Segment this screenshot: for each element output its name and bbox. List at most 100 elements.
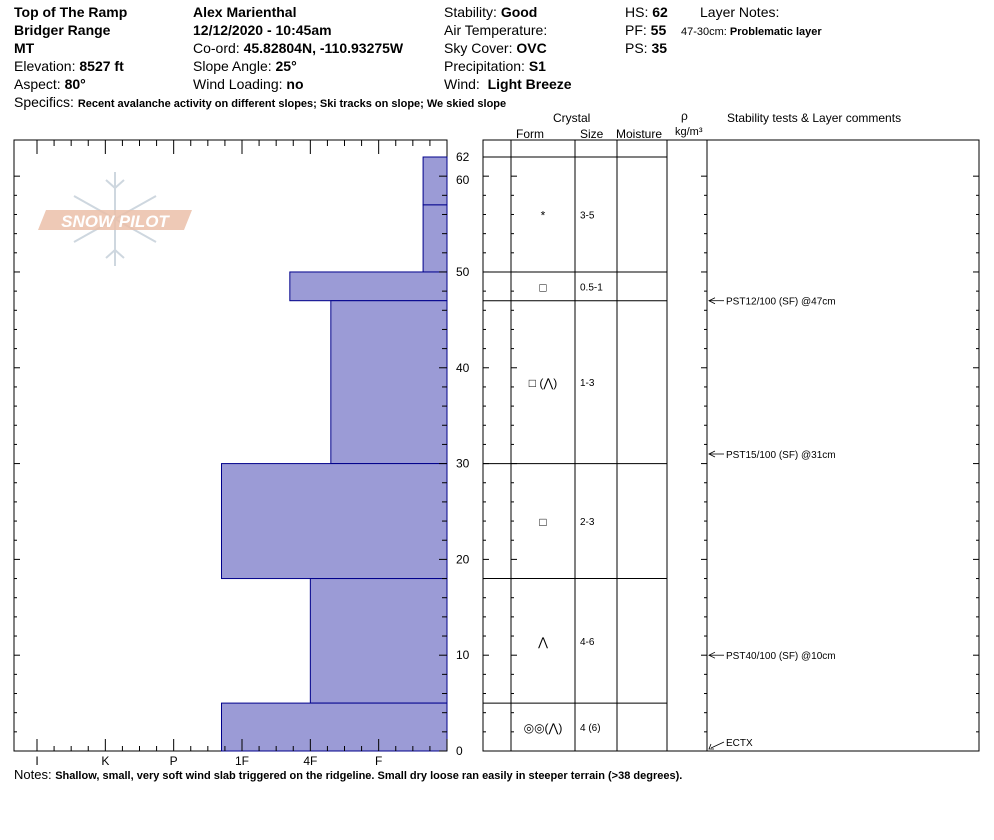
grain-size: 1-3 bbox=[580, 378, 595, 389]
slope-label: Slope Angle: bbox=[193, 58, 272, 74]
moisture-header: Moisture bbox=[616, 127, 663, 141]
sky-row: Sky Cover: OVC bbox=[444, 40, 547, 56]
depth-tick-label: 50 bbox=[456, 265, 470, 279]
grain-form-symbol: ⋀ bbox=[537, 635, 548, 649]
hardness-tick-label: F bbox=[375, 754, 382, 768]
layer-note: 47-30cm: Problematic layer bbox=[681, 24, 822, 40]
pf-label: PF: bbox=[625, 22, 647, 38]
grain-form-symbol: □ (⋀) bbox=[529, 376, 557, 390]
wind-row: Wind: Light Breeze bbox=[444, 76, 572, 92]
hardness-tick-label: K bbox=[101, 754, 109, 768]
grain-size: 0.5-1 bbox=[580, 282, 603, 293]
test-arrow bbox=[710, 741, 725, 749]
crystal-header: Crystal bbox=[553, 111, 591, 125]
wind-label: Wind: bbox=[444, 76, 480, 92]
test-arrowhead bbox=[708, 651, 716, 659]
hs-value: 62 bbox=[652, 4, 668, 20]
ps-label: PS: bbox=[625, 40, 648, 56]
precip-label: Precipitation: bbox=[444, 58, 525, 74]
hardness-tick-label: P bbox=[170, 754, 178, 768]
layer-note-text: Problematic layer bbox=[729, 26, 822, 38]
depth-tick-label: 10 bbox=[456, 648, 470, 662]
aspect-row: Aspect: 80° bbox=[14, 76, 86, 92]
hardness-tick-label: 1F bbox=[235, 754, 249, 768]
sky-value: OVC bbox=[516, 40, 547, 56]
pf-row: PF: 55 bbox=[625, 22, 666, 38]
elevation-row: Elevation: 8527 ft bbox=[14, 58, 124, 74]
state: MT bbox=[14, 40, 35, 56]
test-label: PST15/100 (SF) @31cm bbox=[726, 450, 836, 461]
hardness-tick-label: 4F bbox=[303, 754, 317, 768]
observer: Alex Marienthal bbox=[193, 4, 297, 20]
datetime: 12/12/2020 - 10:45am bbox=[193, 22, 332, 38]
layer-notes-label: Layer Notes: bbox=[700, 4, 780, 20]
layer-note-range: 47-30cm: bbox=[681, 26, 727, 38]
hardness-bar bbox=[221, 702, 448, 752]
coord-row: Co-ord: 45.82804N, -110.93275W bbox=[193, 40, 403, 56]
stability-tests-header: Stability tests & Layer comments bbox=[727, 111, 902, 125]
snowpilot-logo: SNOW PILOT bbox=[38, 172, 192, 266]
ps-row: PS: 35 bbox=[625, 40, 667, 56]
test-arrowhead bbox=[708, 743, 714, 750]
wind-loading-row: Wind Loading: no bbox=[193, 76, 304, 92]
stability-value: Good bbox=[500, 4, 538, 20]
stability-label: Stability: bbox=[444, 4, 497, 20]
specifics-value: Recent avalanche activity on different s… bbox=[77, 98, 507, 110]
ps-value: 35 bbox=[651, 40, 668, 56]
wind-loading-value: no bbox=[286, 76, 304, 92]
stability-tests: PST12/100 (SF) @47cm PST15/100 (SF) @31cm… bbox=[708, 297, 836, 750]
hs-row: HS: 62 bbox=[625, 4, 668, 20]
grain-form-symbol: * bbox=[541, 208, 546, 222]
size-header: Size bbox=[580, 127, 604, 141]
hardness-axis: I K P 1F 4F F bbox=[35, 140, 448, 768]
depth-tick-label: 20 bbox=[456, 552, 470, 566]
grain-size: 4-6 bbox=[580, 637, 595, 648]
slope-value: 25° bbox=[275, 58, 297, 74]
grain-size: 2-3 bbox=[580, 517, 595, 528]
hardness-bar bbox=[309, 578, 448, 704]
hardness-bar bbox=[330, 300, 448, 465]
test-label: PST12/100 (SF) @47cm bbox=[726, 297, 836, 308]
hardness-tick-label: I bbox=[35, 754, 38, 768]
depth-tick-label: 62 bbox=[456, 150, 470, 164]
depth-tick-label: 0 bbox=[456, 744, 463, 758]
hardness-bar bbox=[289, 271, 448, 302]
test-arrowhead bbox=[708, 450, 716, 458]
location: Top of The Ramp bbox=[14, 4, 128, 20]
rho-header: ρ bbox=[681, 109, 688, 123]
precip-value: S1 bbox=[528, 58, 546, 74]
pf-value: 55 bbox=[650, 22, 667, 38]
hs-label: HS: bbox=[625, 4, 649, 20]
notes-label: Notes: bbox=[14, 767, 52, 782]
form-header: Form bbox=[516, 127, 544, 141]
notes-row: Notes: Shallow, small, very soft wind sl… bbox=[14, 767, 682, 784]
test-label: PST40/100 (SF) @10cm bbox=[726, 651, 836, 662]
logo-banner bbox=[38, 210, 192, 230]
coord-label: Co-ord: bbox=[193, 40, 240, 56]
grain-size: 4 (6) bbox=[580, 723, 601, 734]
hardness-bar bbox=[422, 156, 448, 206]
grain-size: 3-5 bbox=[580, 210, 595, 221]
coord-value: 45.82804N, -110.93275W bbox=[243, 40, 404, 56]
test-label: ECTX bbox=[726, 738, 753, 749]
stability-row: Stability: Good bbox=[444, 4, 537, 20]
depth-tick-label: 40 bbox=[456, 361, 470, 375]
grain-form-symbol: □ bbox=[539, 280, 546, 294]
precip-row: Precipitation: S1 bbox=[444, 58, 546, 74]
specifics-label: Specifics: bbox=[14, 94, 74, 110]
range: Bridger Range bbox=[14, 22, 111, 38]
layer-table: * 3-5 □ 0.5-1 □ (⋀) 1-3 □ 2-3 ⋀ 4-6 ◎◎(⋀) 4 (6) bbox=[482, 139, 980, 752]
notes-value: Shallow, small, very soft wind slab trig… bbox=[55, 770, 683, 782]
table-frame bbox=[482, 139, 980, 752]
wind-loading-label: Wind Loading: bbox=[193, 76, 283, 92]
grain-form-symbol: ◎◎(⋀) bbox=[524, 721, 563, 735]
slope-row: Slope Angle: 25° bbox=[193, 58, 297, 74]
depth-tick-label: 60 bbox=[456, 173, 470, 187]
elevation-value: 8527 ft bbox=[79, 58, 124, 74]
sky-label: Sky Cover: bbox=[444, 40, 513, 56]
wind-value: Light Breeze bbox=[487, 76, 572, 92]
elevation-label: Elevation: bbox=[14, 58, 76, 74]
aspect-value: 80° bbox=[64, 76, 86, 92]
logo-text: SNOW PILOT bbox=[61, 212, 170, 231]
